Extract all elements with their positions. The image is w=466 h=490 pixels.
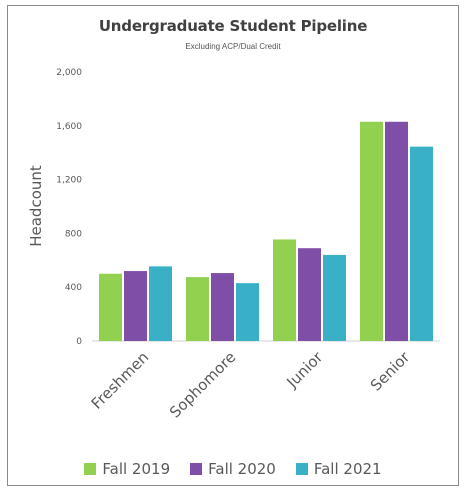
legend-swatch bbox=[84, 463, 97, 475]
bar-sophomore-fall-2021 bbox=[236, 283, 259, 341]
bar-sophomore-fall-2019 bbox=[186, 277, 209, 341]
x-tick-label: Freshmen bbox=[88, 348, 153, 413]
bar-senior-fall-2019 bbox=[360, 121, 383, 341]
bar-senior-fall-2020 bbox=[385, 121, 408, 341]
y-tick-label: 800 bbox=[65, 229, 82, 239]
y-tick-label: 1,200 bbox=[56, 176, 82, 186]
legend-label: Fall 2020 bbox=[208, 460, 276, 478]
legend-item: Fall 2020 bbox=[190, 460, 276, 478]
y-tick-label: 0 bbox=[76, 337, 82, 347]
legend-label: Fall 2021 bbox=[313, 460, 382, 478]
x-tick-label: Junior bbox=[283, 348, 327, 392]
bar-freshmen-fall-2020 bbox=[124, 271, 147, 341]
chart-subtitle: Excluding ACP/Dual Credit bbox=[185, 42, 281, 51]
x-tick-label: Senior bbox=[367, 348, 414, 395]
bar-freshmen-fall-2019 bbox=[99, 273, 122, 341]
y-tick-label: 1,600 bbox=[56, 122, 82, 132]
chart-frame bbox=[7, 5, 459, 486]
bars-group bbox=[99, 121, 433, 341]
bar-junior-fall-2020 bbox=[298, 248, 321, 341]
x-axis-labels: Freshmen Sophomore Junior Senior bbox=[88, 348, 414, 422]
legend-swatch bbox=[295, 463, 308, 475]
bar-junior-fall-2019 bbox=[273, 239, 296, 341]
bar-freshmen-fall-2021 bbox=[149, 266, 172, 341]
bar-junior-fall-2021 bbox=[323, 254, 346, 341]
chart-title: Undergraduate Student Pipeline bbox=[98, 17, 368, 35]
x-tick-label: Sophomore bbox=[166, 348, 239, 421]
legend-item: Fall 2021 bbox=[295, 460, 382, 478]
y-tick-label: 400 bbox=[65, 283, 82, 293]
legend-label: Fall 2019 bbox=[102, 460, 171, 478]
bar-sophomore-fall-2020 bbox=[211, 273, 234, 341]
bar-senior-fall-2021 bbox=[410, 146, 433, 341]
legend-swatch bbox=[190, 463, 203, 475]
legend-item: Fall 2019 bbox=[84, 460, 170, 478]
y-axis-label: Headcount bbox=[27, 165, 45, 247]
y-axis-ticks: 0 400 800 1,200 1,600 2,000 bbox=[56, 68, 82, 347]
legend: Fall 2019 Fall 2020 Fall 2021 bbox=[0, 460, 466, 478]
y-tick-label: 2,000 bbox=[56, 68, 82, 78]
